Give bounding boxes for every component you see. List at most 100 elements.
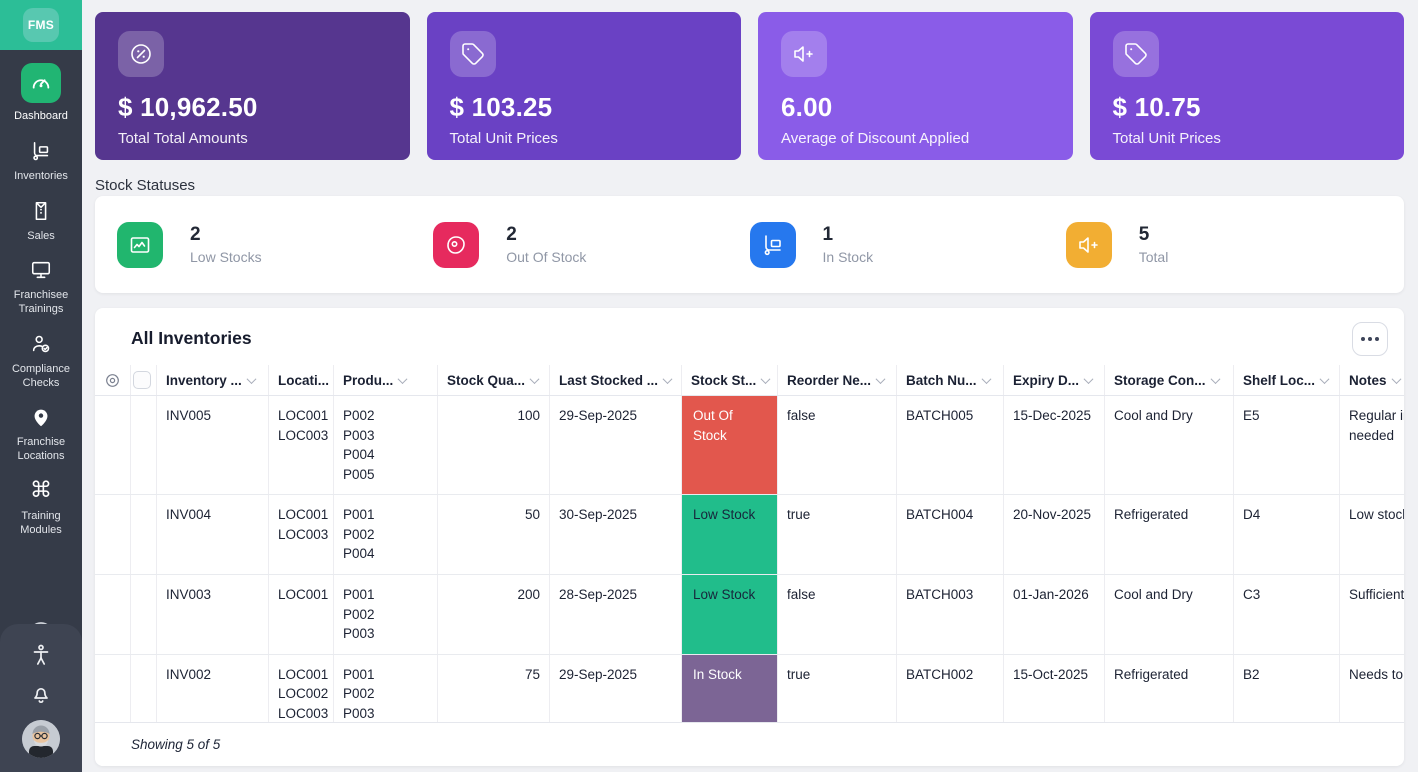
card-label: Total Total Amounts — [118, 130, 248, 147]
sidebar-item-sales[interactable]: Sales — [2, 199, 80, 244]
bell-icon[interactable] — [28, 681, 54, 707]
sidebar-item-label: Training Modules — [20, 509, 62, 536]
col-shelf-location[interactable]: Shelf Loc... — [1234, 365, 1340, 395]
hand-truck-icon — [29, 139, 53, 163]
cell-expiry-date: 20-Nov-2025 — [1004, 495, 1105, 574]
percent-circle-icon — [118, 31, 164, 77]
card-total-unit-prices-1: $ 103.25 Total Unit Prices — [426, 12, 741, 160]
app-logo[interactable]: FMS — [23, 8, 59, 42]
table-row[interactable]: INV003 LOC001 P001 P002 P003 200 28-Sep-… — [95, 574, 1404, 655]
col-expiry-date[interactable]: Expiry D... — [1004, 365, 1105, 395]
table-row[interactable]: INV005 LOC001 LOC003 P002 P003 P004 P005… — [95, 396, 1404, 496]
cell-reorder-needed: true — [778, 495, 897, 574]
cell-notes: Sufficient — [1349, 586, 1404, 602]
gauge-icon — [29, 71, 53, 95]
sidebar-item-compliance-checks[interactable]: Compliance Checks — [2, 332, 80, 391]
col-last-stocked[interactable]: Last Stocked ... — [550, 365, 682, 395]
col-location[interactable]: Locati... — [269, 365, 334, 395]
cell-reorder-needed: false — [778, 574, 897, 654]
sidebar-item-inventories[interactable]: Inventories — [2, 139, 80, 184]
accessibility-icon[interactable] — [28, 642, 54, 668]
col-stock-status[interactable]: Stock St... — [682, 365, 778, 395]
status-label: In Stock — [822, 249, 874, 265]
col-storage-condition[interactable]: Storage Con... — [1105, 365, 1234, 395]
sidebar-item-label: Franchisee Trainings — [13, 289, 69, 315]
sidebar-item-label: Inventories — [14, 169, 68, 182]
cell-expiry-date: 15-Oct-2025 — [1004, 654, 1105, 722]
cell-batch-number: BATCH002 — [897, 654, 1004, 722]
cell-locations: LOC001 — [269, 574, 334, 654]
cell-notes: Low stock — [1349, 507, 1404, 523]
cell-stock-quantity: 75 — [438, 654, 550, 722]
cell-inventory-id: INV004 — [157, 495, 269, 574]
sales-icon — [29, 199, 53, 223]
cell-stock-quantity: 100 — [438, 396, 550, 495]
card-value: $ 10,962.50 — [118, 92, 258, 122]
cell-storage-condition: Refrigerated — [1105, 495, 1234, 574]
cell-inventory-id: INV002 — [157, 654, 269, 722]
card-value: $ 103.25 — [449, 92, 553, 122]
chevron-down-icon — [529, 373, 540, 384]
sidebar-item-label: Compliance Checks — [11, 362, 71, 389]
col-stock-quantity[interactable]: Stock Qua... — [438, 365, 550, 395]
status-in-stock: 1 In Stock — [749, 221, 1066, 268]
cell-expiry-date: 15-Dec-2025 — [1004, 396, 1105, 495]
tag-icon — [1112, 31, 1159, 77]
sidebar-item-franchise-locations[interactable]: Franchise Locations — [2, 405, 80, 464]
chevron-down-icon — [1210, 373, 1220, 384]
cell-locations: LOC001 LOC002 LOC003 LOC004 — [269, 654, 334, 722]
cell-products: P001 P002 P003 — [334, 574, 438, 654]
cell-locations: LOC001 LOC003 — [269, 495, 334, 574]
card-label: Total Unit Prices — [449, 130, 558, 147]
table-footer: Showing 5 of 5 — [95, 722, 1404, 766]
volume-plus-icon — [781, 31, 827, 77]
sidebar-nav: Dashboard Inventories Sales Franchisee T… — [0, 50, 82, 537]
status-badge: Low Stock — [682, 495, 777, 574]
sidebar-item-training-modules[interactable]: ⌘ Training Modules — [2, 478, 80, 538]
chevron-down-icon — [981, 373, 991, 384]
cell-batch-number: BATCH005 — [897, 396, 1004, 495]
tag-icon — [449, 31, 496, 77]
status-label: Low Stocks — [190, 249, 262, 265]
cell-expiry-date: 01-Jan-2026 — [1004, 574, 1105, 654]
sidebar-item-label: Sales — [27, 229, 55, 242]
cell-locations: LOC001 LOC003 — [269, 396, 334, 495]
cell-batch-number: BATCH003 — [897, 574, 1004, 654]
status-out-of-stock: 2 Out Of Stock — [433, 221, 749, 268]
user-avatar[interactable] — [22, 720, 60, 758]
table-row[interactable]: INV004 LOC001 LOC003 P001 P002 P004 50 3… — [95, 495, 1404, 575]
chevron-down-icon — [1083, 373, 1094, 384]
col-inventory[interactable]: Inventory ... — [157, 365, 269, 395]
status-label: Total — [1138, 249, 1169, 265]
sidebar-item-label: Dashboard — [14, 110, 68, 122]
cell-reorder-needed: true — [778, 654, 897, 722]
cell-notes: Needs to — [1349, 666, 1404, 682]
user-check-icon — [29, 332, 53, 356]
status-badge: Out Of Stock — [682, 396, 777, 495]
table-row[interactable]: INV002 LOC001 LOC002 LOC003 LOC004 P001 … — [95, 654, 1404, 722]
cell-stock-quantity: 200 — [438, 574, 550, 654]
sidebar-item-dashboard[interactable]: Dashboard — [2, 63, 80, 124]
card-total-amounts: $ 10,962.50 Total Total Amounts — [95, 12, 410, 160]
cell-reorder-needed: false — [778, 396, 897, 495]
chevron-down-icon — [1319, 373, 1330, 384]
chevron-down-icon — [875, 373, 886, 384]
select-all-checkbox[interactable] — [133, 371, 151, 389]
col-product[interactable]: Produ... — [334, 365, 438, 395]
status-badge: In Stock — [682, 654, 777, 722]
chevron-down-icon — [662, 373, 673, 384]
table-body: INV005 LOC001 LOC003 P002 P003 P004 P005… — [95, 396, 1404, 722]
cell-stock-status: Low Stock — [682, 574, 778, 654]
visibility-column-header[interactable] — [95, 365, 131, 395]
cell-products: P002 P003 P004 P005 — [334, 396, 438, 495]
chevron-down-icon — [760, 373, 771, 384]
out-of-stock-icon — [433, 221, 480, 268]
card-total-unit-prices-2: $ 10.75 Total Unit Prices — [1089, 12, 1404, 160]
col-batch-number[interactable]: Batch Nu... — [897, 365, 1004, 395]
col-notes[interactable]: Notes — [1340, 365, 1404, 395]
table-menu-button[interactable] — [1352, 322, 1388, 356]
col-reorder-needed[interactable]: Reorder Ne... — [778, 365, 897, 395]
cell-shelf-location: D4 — [1234, 495, 1340, 574]
status-count: 1 — [822, 224, 834, 245]
sidebar-item-franchisee-trainings[interactable]: Franchisee Trainings — [2, 258, 80, 317]
